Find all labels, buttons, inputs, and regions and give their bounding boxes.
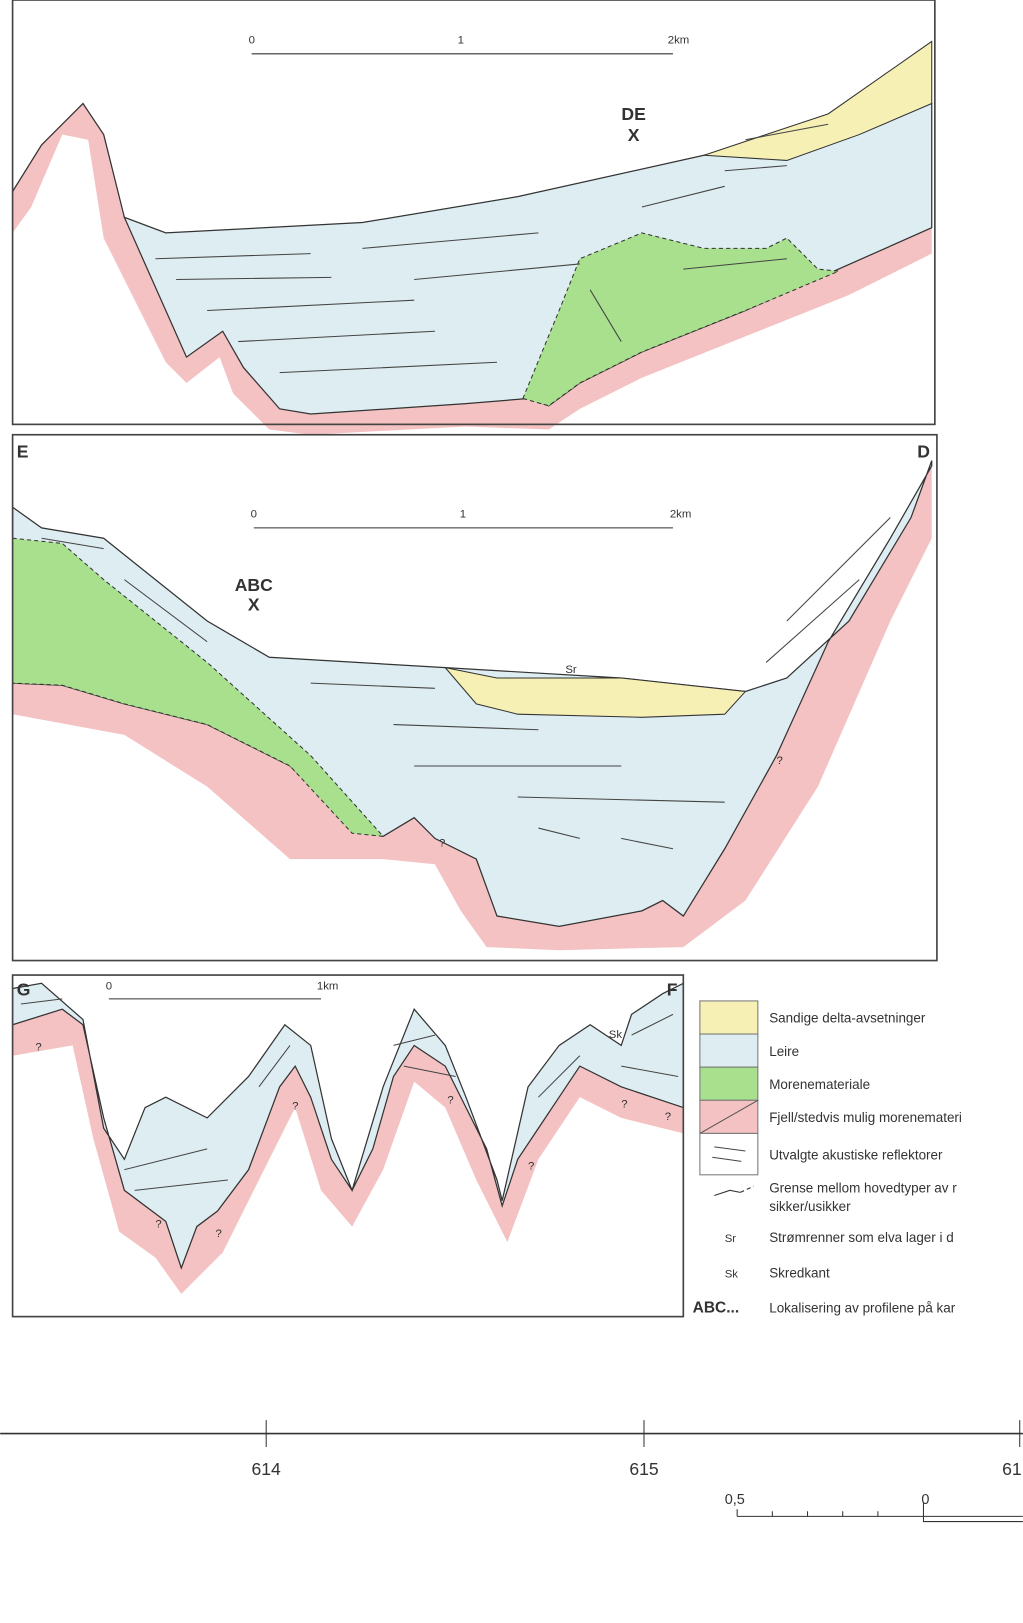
legend-label: Grense mellom hovedtyper av r [769, 1180, 957, 1195]
annotation: ? [528, 1161, 534, 1173]
map-scale-label: 0 [921, 1492, 929, 1508]
swatch [700, 1001, 758, 1034]
scale-label: 1km [317, 981, 339, 993]
annotation: ? [665, 1111, 671, 1123]
scale-label: 0 [106, 981, 112, 993]
annotation: ? [621, 1099, 627, 1111]
page: {"profile_1": {"scale": ["0", "1", "2km"… [0, 0, 1023, 1623]
map-frame: 614 615 61 0,5 0 [0, 1420, 1023, 1521]
profile-end: F [667, 980, 678, 1000]
legend-sublabel: sikker/usikker [769, 1199, 851, 1214]
annotation: ? [35, 1042, 41, 1054]
annotation: ? [776, 755, 782, 767]
annotation: Sr [565, 664, 577, 676]
diagram: 0 1 2km DE X 0 1 2km E D ABC X Sr ? ? 0 … [0, 0, 1023, 1623]
swatch [700, 1133, 758, 1174]
map-coordinate: 615 [629, 1459, 659, 1479]
clay [13, 983, 684, 1268]
profile-3: 0 1km G F Sk ? ? ? ? ? ? ? ? [13, 975, 684, 1317]
location-mark: X [248, 595, 260, 615]
legend-label: Leire [769, 1044, 799, 1059]
scale-label: 1 [458, 34, 464, 46]
legend-symbol: Sr [725, 1233, 737, 1245]
location-code: ABC [235, 575, 273, 595]
location-code: DE [621, 104, 646, 124]
annotation: ? [292, 1101, 298, 1113]
scale-label: 2km [668, 34, 690, 46]
scale-label: 1 [460, 509, 466, 521]
profile-start: E [17, 442, 29, 462]
legend-label: Utvalgte akustiske reflektorer [769, 1147, 943, 1162]
boundary-symbol [714, 1190, 740, 1195]
legend-label: Sandige delta-avsetninger [769, 1011, 926, 1026]
location-mark: X [628, 125, 640, 145]
legend-label: Fjell/stedvis mulig morenemateri [769, 1110, 962, 1125]
legend-label: Skredkant [769, 1265, 830, 1280]
map-coordinate: 614 [252, 1459, 282, 1479]
scale-label: 2km [670, 509, 692, 521]
map-coordinate: 61 [1002, 1459, 1022, 1479]
legend-label: Lokalisering av profilene på kar [769, 1300, 956, 1315]
swatch [700, 1034, 758, 1067]
legend-label: Strømrenner som elva lager i d [769, 1230, 953, 1245]
annotation: ? [155, 1219, 161, 1231]
legend-label: Morenemateriale [769, 1077, 870, 1092]
annotation: ? [215, 1228, 221, 1240]
legend: Sandige delta-avsetninger Leire Morenema… [693, 1001, 962, 1317]
profile-1: 0 1 2km DE X [13, 0, 935, 435]
profile-2: 0 1 2km E D ABC X Sr ? ? [13, 435, 937, 961]
profile-end: D [917, 442, 930, 462]
annotation: ? [439, 838, 445, 850]
boundary-symbol [740, 1186, 753, 1192]
scale-label: 0 [251, 509, 257, 521]
profile-start: G [17, 980, 31, 1000]
legend-symbol: Sk [725, 1268, 739, 1280]
annotation: Sk [609, 1029, 623, 1041]
scale-label: 0 [249, 34, 255, 46]
swatch [700, 1067, 758, 1100]
map-scale-bar [737, 1503, 1023, 1522]
map-scale-label: 0,5 [725, 1492, 745, 1508]
legend-symbol: ABC... [693, 1299, 740, 1316]
annotation: ? [447, 1094, 453, 1106]
